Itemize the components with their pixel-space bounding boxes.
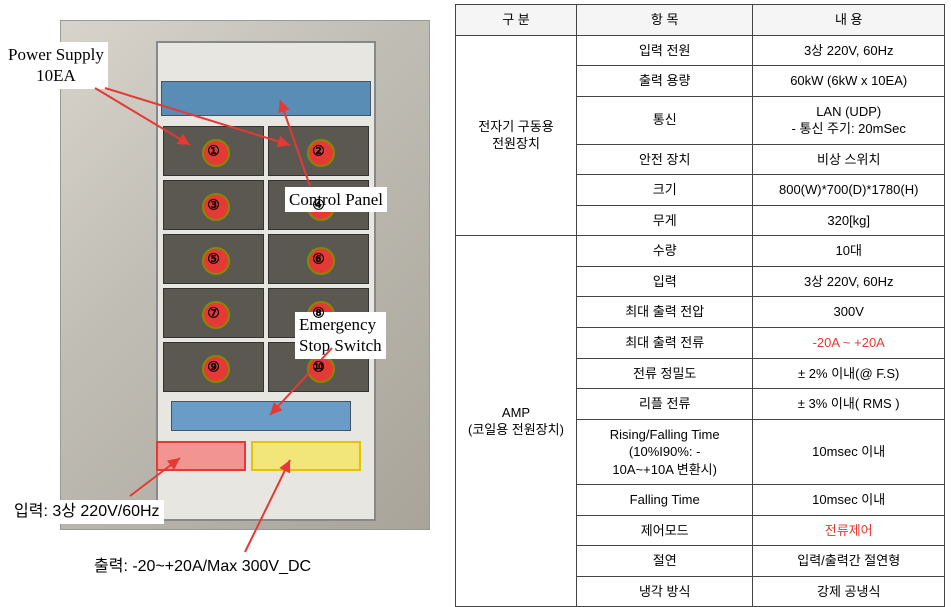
table-header: 내 용 xyxy=(753,5,945,36)
item-cell: 냉각 방식 xyxy=(576,576,752,607)
item-cell: 크기 xyxy=(576,175,752,206)
value-cell: 800(W)*700(D)*1780(H) xyxy=(753,175,945,206)
psu-callout-label: Power Supply 10EA xyxy=(4,42,108,89)
value-cell: 60kW (6kW x 10EA) xyxy=(753,66,945,97)
value-cell: ± 2% 이내(@ F.S) xyxy=(753,358,945,389)
value-cell: 3상 220V, 60Hz xyxy=(753,35,945,66)
output-terminal-region xyxy=(251,441,361,471)
table-header: 구 분 xyxy=(456,5,577,36)
table-row: AMP (코일용 전원장치) 수량 10대 xyxy=(456,236,945,267)
item-cell: 입력 xyxy=(576,266,752,297)
psu-unit: ③ xyxy=(163,180,264,230)
item-cell: 전류 정밀도 xyxy=(576,358,752,389)
value-cell: ± 3% 이내( RMS ) xyxy=(753,389,945,420)
psu-unit: ② xyxy=(268,126,369,176)
item-cell: 통신 xyxy=(576,96,752,144)
item-cell: Rising/Falling Time (10%I90%: - 10A~+10A… xyxy=(576,419,752,485)
value-cell: 3상 220V, 60Hz xyxy=(753,266,945,297)
psu-unit: ⑥ xyxy=(268,234,369,284)
value-cell: 320[kg] xyxy=(753,205,945,236)
psu-unit: ⑤ xyxy=(163,234,264,284)
value-cell: 10msec 이내 xyxy=(753,419,945,485)
output-callout-label: 출력: -20~+20A/Max 300V_DC xyxy=(90,555,315,579)
value-cell: 전류제어 xyxy=(753,515,945,546)
item-cell: 최대 출력 전압 xyxy=(576,297,752,328)
emergency-switch-region xyxy=(171,401,351,431)
input-terminal-region xyxy=(156,441,246,471)
item-cell: Falling Time xyxy=(576,485,752,516)
item-cell: 리플 전류 xyxy=(576,389,752,420)
value-cell: 300V xyxy=(753,297,945,328)
emergency-callout-label: Emergency Stop Switch xyxy=(295,312,386,359)
table-header-row: 구 분 항 목 내 용 xyxy=(456,5,945,36)
item-cell: 최대 출력 전류 xyxy=(576,328,752,359)
item-cell: 입력 전원 xyxy=(576,35,752,66)
item-cell: 안전 장치 xyxy=(576,144,752,175)
table-header: 항 목 xyxy=(576,5,752,36)
value-cell: 비상 스위치 xyxy=(753,144,945,175)
input-callout-label: 입력: 3상 220V/60Hz xyxy=(10,500,164,524)
item-cell: 수량 xyxy=(576,236,752,267)
value-cell: 10대 xyxy=(753,236,945,267)
control-panel-region xyxy=(161,81,371,116)
item-cell: 제어모드 xyxy=(576,515,752,546)
annotated-photo-panel: ① ② ③ ④ ⑤ ⑥ ⑦ ⑧ ⑨ ⑩ Power Supply 10EA Co… xyxy=(0,0,455,586)
psu-unit: ① xyxy=(163,126,264,176)
group-label: AMP (코일용 전원장치) xyxy=(456,236,577,607)
table-row: 전자기 구동용 전원장치 입력 전원 3상 220V, 60Hz xyxy=(456,35,945,66)
item-cell: 출력 용량 xyxy=(576,66,752,97)
group-label: 전자기 구동용 전원장치 xyxy=(456,35,577,236)
psu-unit: ⑨ xyxy=(163,342,264,392)
spec-table: 구 분 항 목 내 용 전자기 구동용 전원장치 입력 전원 3상 220V, … xyxy=(455,4,945,607)
control-panel-callout-label: Control Panel xyxy=(285,187,387,212)
spec-table-panel: 구 분 항 목 내 용 전자기 구동용 전원장치 입력 전원 3상 220V, … xyxy=(455,0,951,586)
psu-unit: ⑦ xyxy=(163,288,264,338)
equipment-photo: ① ② ③ ④ ⑤ ⑥ ⑦ ⑧ ⑨ ⑩ xyxy=(60,20,430,530)
item-cell: 무게 xyxy=(576,205,752,236)
value-cell: -20A ~ +20A xyxy=(753,328,945,359)
value-cell: 입력/출력간 절연형 xyxy=(753,546,945,577)
value-cell: 10msec 이내 xyxy=(753,485,945,516)
value-cell: 강제 공냉식 xyxy=(753,576,945,607)
value-cell: LAN (UDP) - 통신 주기: 20mSec xyxy=(753,96,945,144)
item-cell: 절연 xyxy=(576,546,752,577)
